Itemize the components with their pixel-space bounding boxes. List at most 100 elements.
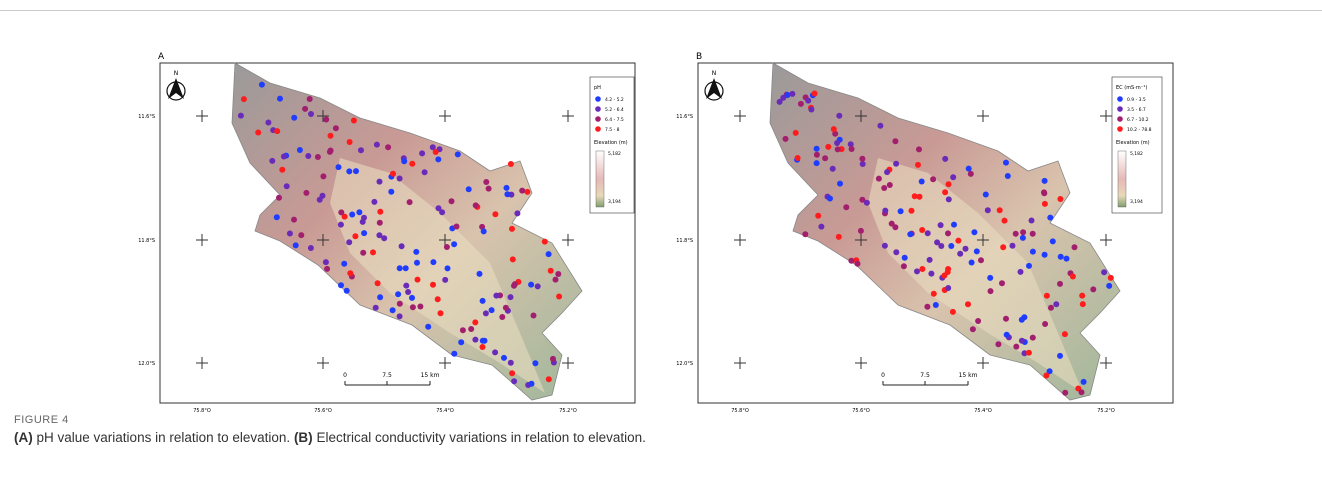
sample-point: [377, 294, 383, 300]
sample-point: [971, 229, 977, 235]
sample-point: [1072, 244, 1078, 250]
sample-point: [919, 227, 925, 233]
sample-point: [370, 249, 376, 255]
legend-swatch: [595, 126, 601, 132]
legend-label: 6.7 - 10.2: [1127, 117, 1149, 123]
sample-point: [287, 231, 293, 237]
sample-point: [481, 228, 487, 234]
sample-point: [955, 238, 961, 244]
legend-title: pH: [594, 85, 601, 91]
sample-point: [407, 199, 413, 205]
sample-point: [974, 248, 980, 254]
legend-swatch: [1117, 116, 1123, 122]
sample-point: [305, 153, 311, 159]
sample-point: [361, 230, 367, 236]
sample-point: [1081, 379, 1087, 385]
sample-point: [1003, 160, 1009, 166]
sample-point: [277, 96, 283, 102]
sample-point: [1018, 269, 1024, 275]
sample-point: [969, 260, 975, 266]
caption-text: Electrical conductivity variations in re…: [316, 430, 645, 445]
sample-point: [425, 324, 431, 330]
legend-label: 5.2 - 6.4: [605, 107, 624, 113]
elevation-title: Elevation (m): [594, 140, 628, 146]
sample-point: [512, 281, 518, 287]
sample-point: [783, 136, 789, 142]
sample-point: [472, 337, 478, 343]
sample-point: [916, 146, 922, 152]
sample-point: [1000, 244, 1006, 250]
sample-point: [950, 174, 956, 180]
sample-point: [1047, 215, 1053, 221]
sample-point: [403, 265, 409, 271]
figure-label: FIGURE 4: [14, 414, 69, 426]
sample-point: [284, 183, 290, 189]
sample-point: [468, 326, 474, 332]
sample-point: [439, 209, 445, 215]
lon-label: 75.4°O: [974, 408, 992, 412]
sample-point: [297, 147, 303, 153]
sample-point: [892, 138, 898, 144]
sample-point: [486, 186, 492, 192]
sample-point: [269, 158, 275, 164]
sample-point: [395, 291, 401, 297]
sample-point: [1020, 235, 1026, 241]
sample-point: [1044, 293, 1050, 299]
sample-point: [834, 140, 840, 146]
sample-point: [458, 339, 464, 345]
sample-point: [442, 277, 448, 283]
sample-point: [848, 258, 854, 264]
sample-point: [451, 241, 457, 247]
panel-label: B: [696, 52, 702, 62]
sample-point: [1062, 390, 1068, 396]
sample-point: [983, 192, 989, 198]
figure: 11.6°S11.8°S12.0°S75.8°O75.6°O75.4°O75.2…: [0, 0, 1322, 412]
sample-point: [508, 360, 514, 366]
sample-point: [1013, 344, 1019, 350]
sample-point: [320, 193, 326, 199]
sample-point: [344, 288, 350, 294]
legend-label: 6.4 - 7.5: [605, 117, 624, 123]
sample-point: [1042, 178, 1048, 184]
sample-point: [460, 327, 466, 333]
sample-point: [950, 309, 956, 315]
sample-point: [975, 318, 981, 324]
sample-point: [835, 146, 841, 152]
sample-point: [837, 181, 843, 187]
sample-point: [1002, 218, 1008, 224]
sample-point: [1010, 243, 1016, 249]
sample-point: [493, 293, 499, 299]
sample-point: [968, 171, 974, 177]
panel-label: A: [158, 52, 165, 62]
sample-point: [919, 266, 925, 272]
sample-point: [451, 351, 457, 357]
sample-point: [1048, 305, 1054, 311]
sample-point: [397, 301, 403, 307]
sample-point: [430, 282, 436, 288]
sample-point: [435, 296, 441, 302]
sample-point: [1003, 316, 1009, 322]
sample-point: [444, 244, 450, 250]
sample-point: [546, 376, 552, 382]
legend-label: 0.9 - 3.5: [1127, 97, 1146, 103]
sample-point: [985, 207, 991, 213]
sample-point: [360, 219, 366, 225]
sample-point: [480, 338, 486, 344]
sample-point: [965, 301, 971, 307]
sample-point: [333, 125, 339, 131]
sample-point: [859, 156, 865, 162]
lon-label: 75.6°O: [314, 408, 332, 412]
sample-point: [1062, 331, 1068, 337]
sample-point: [898, 208, 904, 214]
sample-point: [822, 155, 828, 161]
sample-point: [887, 182, 893, 188]
legend-label: 10.2 - 78.8: [1127, 127, 1152, 133]
sample-point: [388, 189, 394, 195]
sample-point: [882, 208, 888, 214]
lon-label: 75.4°O: [436, 408, 454, 412]
sample-point: [1057, 281, 1063, 287]
sample-point: [265, 120, 271, 126]
sample-point: [882, 243, 888, 249]
sample-point: [836, 234, 842, 240]
sample-point: [884, 169, 890, 175]
